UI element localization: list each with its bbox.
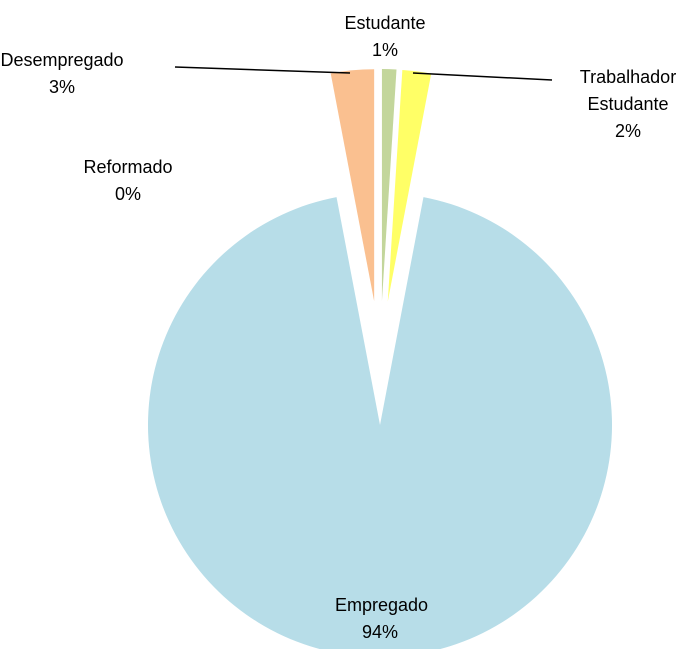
value-label: 0% xyxy=(114,184,141,204)
category-label: Estudante xyxy=(344,13,426,33)
value-label: 1% xyxy=(371,40,398,60)
slice xyxy=(387,69,432,302)
slice-label: Reformado 0% xyxy=(68,154,188,208)
slice-label: Trabalhador Estudante 2% xyxy=(568,64,688,145)
category-label: Empregado xyxy=(335,595,429,615)
slice-label: Empregado 94% xyxy=(335,592,429,646)
slice xyxy=(381,69,397,302)
value-label: 3% xyxy=(48,77,75,97)
category-label: Reformado xyxy=(83,157,173,177)
category-label: Desempregado xyxy=(0,50,124,70)
value-label: 94% xyxy=(361,622,399,642)
leader-line xyxy=(174,66,351,74)
value-label: 2% xyxy=(614,121,641,141)
category-label: Trabalhador Estudante xyxy=(579,67,677,114)
slice-label: Estudante 1% xyxy=(340,10,430,64)
slice xyxy=(330,69,375,302)
leader-line xyxy=(412,72,553,81)
slice xyxy=(148,197,612,649)
slice-label: Desempregado 3% xyxy=(0,47,132,101)
